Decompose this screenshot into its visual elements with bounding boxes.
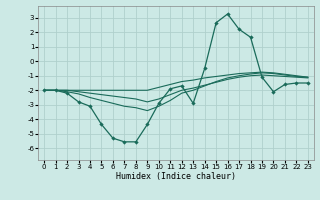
- X-axis label: Humidex (Indice chaleur): Humidex (Indice chaleur): [116, 172, 236, 181]
